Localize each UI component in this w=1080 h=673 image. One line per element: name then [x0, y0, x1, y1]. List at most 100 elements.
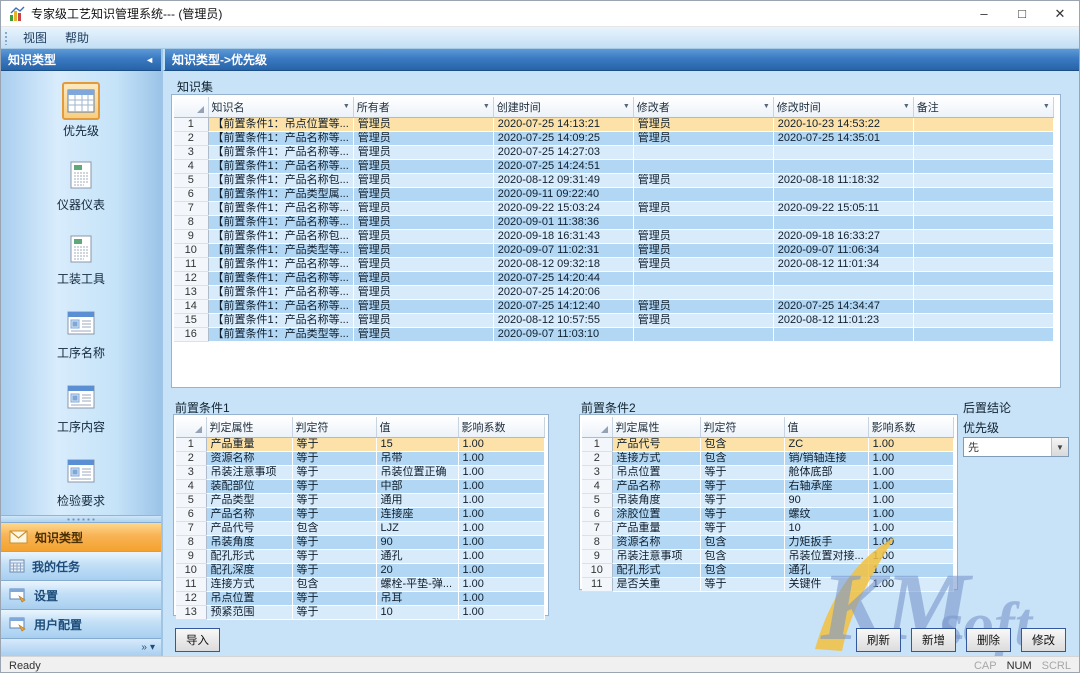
nav-settings[interactable]: 设置: [1, 580, 161, 609]
select-all-corner[interactable]: [582, 417, 613, 438]
import-button[interactable]: 导入: [175, 628, 220, 652]
sidebar-item-process-name[interactable]: 工序名称: [1, 304, 161, 361]
priority-dropdown[interactable]: 先 ▼: [963, 437, 1069, 457]
cond1-table[interactable]: 判定属性 判定符值影响系数 1 产品重量 等于 15 1.00 2 资源名称 等于 吊带 1.00 3 吊…: [176, 417, 545, 620]
filter-arrow-icon[interactable]: ▼: [482, 103, 490, 110]
table-row[interactable]: 11 【前置条件1：产品名称等... 管理员 2020-08-12 09:32:18 管…: [174, 257, 1054, 272]
column-header[interactable]: 影响系数: [458, 417, 545, 438]
table-row[interactable]: 2 【前置条件1：产品名称等... 管理员 2020-07-25 14:09:25 管理…: [174, 131, 1054, 146]
table-row[interactable]: 8 吊装角度 等于 90 1.00: [176, 535, 545, 550]
menu-help[interactable]: 帮助: [65, 31, 90, 45]
row-number[interactable]: 5: [174, 173, 209, 188]
row-number[interactable]: 4: [174, 159, 209, 174]
row-number[interactable]: 1: [176, 437, 207, 452]
knowledge-set-table[interactable]: 知识名 ▼ 所有者 ▼ 创建时间 ▼ 修改者 ▼ 修改时间 ▼ 备注 ▼ 1 【前置条件1：吊点位置等..…: [174, 97, 1054, 342]
table-row[interactable]: 8 资源名称 包含 力矩扳手 1.00: [582, 535, 954, 550]
table-row[interactable]: 2 连接方式 包含 销/销轴连接 1.00: [582, 451, 954, 466]
column-header[interactable]: 判定属性: [206, 417, 293, 438]
table-row[interactable]: 4 产品名称 等于 右轴承座 1.00: [582, 479, 954, 494]
row-number[interactable]: 4: [176, 479, 207, 494]
table-row[interactable]: 13 【前置条件1：产品名称等... 管理员 2020-07-25 14:20:06: [174, 285, 1054, 300]
table-row[interactable]: 1 产品代号 包含 ZC 1.00: [582, 437, 954, 452]
table-row[interactable]: 6 涂胶位置 等于 螺纹 1.00: [582, 507, 954, 522]
row-number[interactable]: 13: [174, 285, 209, 300]
column-header[interactable]: 所有者 ▼: [353, 97, 494, 118]
table-row[interactable]: 7 产品代号 包含 LJZ 1.00: [176, 521, 545, 536]
row-number[interactable]: 11: [174, 257, 209, 272]
table-row[interactable]: 4 装配部位 等于 中部 1.00: [176, 479, 545, 494]
row-number[interactable]: 6: [582, 507, 613, 522]
column-header[interactable]: 影响系数: [868, 417, 954, 438]
table-row[interactable]: 1 产品重量 等于 15 1.00: [176, 437, 545, 452]
table-row[interactable]: 7 【前置条件1：产品名称等... 管理员 2020-09-22 15:03:24 管理…: [174, 201, 1054, 216]
table-row[interactable]: 16 【前置条件1：产品类型等... 管理员 2020-09-07 11:03:10: [174, 327, 1054, 342]
row-number[interactable]: 9: [176, 549, 207, 564]
table-row[interactable]: 8 【前置条件1：产品名称等... 管理员 2020-09-01 11:38:36: [174, 215, 1054, 230]
row-number[interactable]: 8: [176, 535, 207, 550]
row-number[interactable]: 4: [582, 479, 613, 494]
row-number[interactable]: 1: [582, 437, 613, 452]
column-header[interactable]: 备注 ▼: [913, 97, 1054, 118]
table-row[interactable]: 10 【前置条件1：产品类型等... 管理员 2020-09-07 11:02:31 管…: [174, 243, 1054, 258]
table-row[interactable]: 3 【前置条件1：产品名称等... 管理员 2020-07-25 14:27:03: [174, 145, 1054, 160]
nav-overflow-bar[interactable]: » ▾: [1, 638, 161, 656]
row-number[interactable]: 6: [174, 187, 209, 202]
table-row[interactable]: 11 是否关重 等于 关键件 1.00: [582, 577, 954, 592]
select-all-corner[interactable]: [174, 97, 209, 118]
nav-user-config[interactable]: 用户配置: [1, 609, 161, 638]
row-number[interactable]: 15: [174, 313, 209, 328]
nav-knowledge-type[interactable]: 知识类型: [1, 522, 161, 551]
table-row[interactable]: 11 连接方式 包含 螺栓-平垫-弹... 1.00: [176, 577, 545, 592]
row-number[interactable]: 1: [174, 117, 209, 132]
row-number[interactable]: 2: [176, 451, 207, 466]
select-all-corner[interactable]: [176, 417, 207, 438]
row-number[interactable]: 11: [582, 577, 613, 592]
nav-my-tasks[interactable]: 我的任务: [1, 551, 161, 580]
maximize-icon[interactable]: □: [1018, 6, 1026, 21]
row-number[interactable]: 2: [174, 131, 209, 146]
column-header[interactable]: 知识名 ▼: [208, 97, 354, 118]
row-number[interactable]: 5: [176, 493, 207, 508]
row-number[interactable]: 11: [176, 577, 207, 592]
filter-arrow-icon[interactable]: ▼: [762, 103, 770, 110]
table-row[interactable]: 9 【前置条件1：产品名称包... 管理员 2020-09-18 16:31:43 管理…: [174, 229, 1054, 244]
row-number[interactable]: 14: [174, 299, 209, 314]
row-number[interactable]: 9: [174, 229, 209, 244]
row-number[interactable]: 8: [582, 535, 613, 550]
column-header[interactable]: 修改时间 ▼: [773, 97, 914, 118]
minimize-icon[interactable]: –: [980, 6, 988, 21]
row-number[interactable]: 10: [176, 563, 207, 578]
row-number[interactable]: 3: [582, 465, 613, 480]
row-number[interactable]: 8: [174, 215, 209, 230]
table-row[interactable]: 7 产品重量 等于 10 1.00: [582, 521, 954, 536]
filter-arrow-icon[interactable]: ▼: [902, 103, 910, 110]
filter-arrow-icon[interactable]: ▼: [342, 103, 350, 110]
table-row[interactable]: 6 产品名称 等于 连接座 1.00: [176, 507, 545, 522]
table-row[interactable]: 10 配孔深度 等于 20 1.00: [176, 563, 545, 578]
column-header[interactable]: 创建时间 ▼: [493, 97, 634, 118]
row-number[interactable]: 12: [174, 271, 209, 286]
row-number[interactable]: 10: [582, 563, 613, 578]
table-row[interactable]: 12 【前置条件1：产品名称等... 管理员 2020-07-25 14:20:44: [174, 271, 1054, 286]
sidebar-item-priority[interactable]: 优先级: [1, 82, 161, 139]
sidebar-item-instruments[interactable]: 仪器仪表: [1, 156, 161, 213]
filter-arrow-icon[interactable]: ▼: [1042, 103, 1050, 110]
row-number[interactable]: 5: [582, 493, 613, 508]
table-row[interactable]: 5 产品类型 等于 通用 1.00: [176, 493, 545, 508]
row-number[interactable]: 9: [582, 549, 613, 564]
row-number[interactable]: 7: [176, 521, 207, 536]
column-header[interactable]: 判定符: [700, 417, 785, 438]
add-button[interactable]: 新增: [911, 628, 956, 652]
filter-arrow-icon[interactable]: ▼: [622, 103, 630, 110]
row-number[interactable]: 10: [174, 243, 209, 258]
column-header[interactable]: 值: [784, 417, 869, 438]
table-row[interactable]: 2 资源名称 等于 吊带 1.00: [176, 451, 545, 466]
table-row[interactable]: 15 【前置条件1：产品名称等... 管理员 2020-08-12 10:57:55 管…: [174, 313, 1054, 328]
table-row[interactable]: 14 【前置条件1：产品名称等... 管理员 2020-07-25 14:12:40 管…: [174, 299, 1054, 314]
collapse-panel-icon[interactable]: ◄: [145, 54, 154, 65]
refresh-button[interactable]: 刷新: [856, 628, 901, 652]
dropdown-arrow-icon[interactable]: ▼: [1051, 438, 1068, 456]
row-number[interactable]: 6: [176, 507, 207, 522]
column-header[interactable]: 修改者 ▼: [633, 97, 774, 118]
row-number[interactable]: 3: [176, 465, 207, 480]
